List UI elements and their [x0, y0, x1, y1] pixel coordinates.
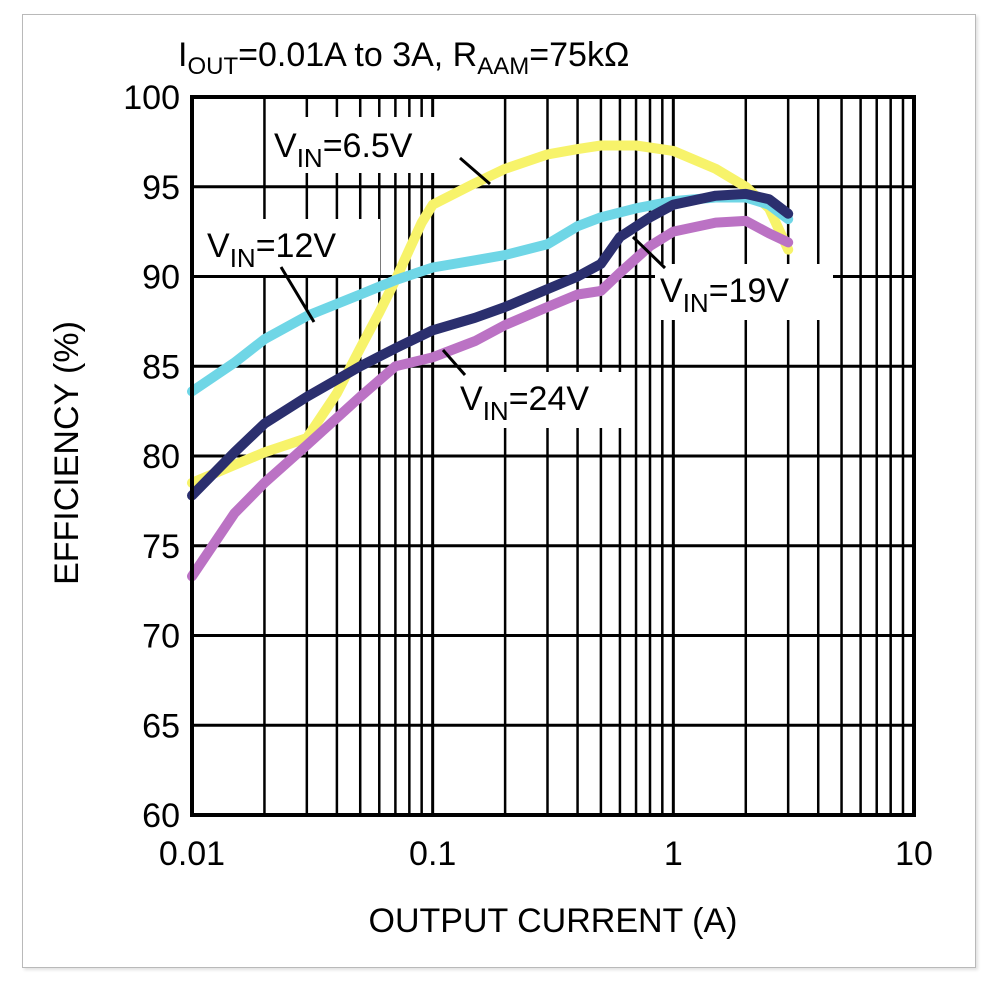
y-tick-label: 65 [142, 707, 180, 745]
series-label-vin-19v: VIN=19V [631, 235, 833, 320]
x-axis-title: OUTPUT CURRENT (A) [369, 902, 738, 940]
y-tick-label: 75 [142, 528, 180, 566]
y-tick-label: 85 [142, 348, 180, 386]
svg-text:VIN=24V: VIN=24V [460, 380, 589, 426]
y-tick-label: 60 [142, 797, 180, 835]
y-tick-label: 100 [123, 79, 180, 117]
series-line-vin-6-5v [187, 140, 794, 488]
series-label-vin-6-5v: VIN=6.5V [268, 117, 491, 186]
x-tick-label: 0.01 [159, 835, 225, 873]
y-tick-label: 70 [142, 618, 180, 656]
plot-border [190, 95, 916, 817]
y-tick-label: 80 [142, 438, 180, 476]
x-tick-label: 10 [895, 835, 933, 873]
chart-title: IOUT=0.01A to 3A, RAAM=75kΩ [178, 36, 629, 80]
y-tick-label: 90 [142, 259, 180, 297]
svg-text:VIN=12V: VIN=12V [207, 227, 336, 273]
series-line-vin-19v [187, 188, 794, 501]
svg-text:VIN=6.5V: VIN=6.5V [274, 127, 413, 173]
series-label-vin-12v: VIN=12V [202, 219, 380, 323]
series-lines [187, 140, 794, 582]
x-tick-label: 1 [664, 835, 683, 873]
tick-labels: 60 65 70 75 80 85 90 95 100 0.01 0.1 1 10 [123, 79, 933, 873]
y-tick-label: 95 [142, 169, 180, 207]
y-axis-title: EFFICIENCY (%) [48, 321, 86, 585]
x-tick-label: 0.1 [409, 835, 456, 873]
series-label-vin-24v: VIN=24V [441, 349, 632, 428]
svg-text:VIN=19V: VIN=19V [660, 272, 789, 318]
series-line-vin-24v [187, 215, 794, 582]
